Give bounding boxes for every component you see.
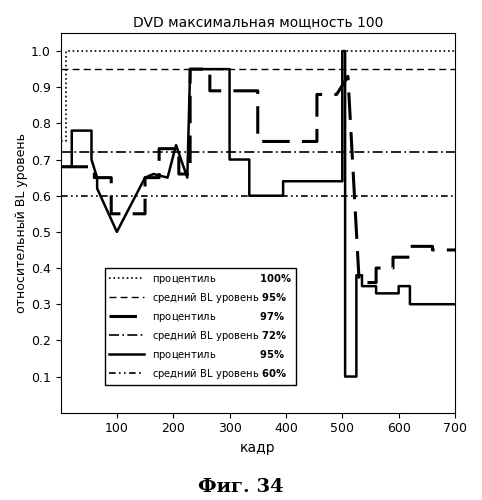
Legend: процентиль              $\mathbf{100\%}$, средний BL уровень $\mathbf{95\%}$, пр: процентиль $\mathbf{100\%}$, средний BL … [105,268,296,385]
Title: DVD максимальная мощность 100: DVD максимальная мощность 100 [133,15,383,29]
X-axis label: кадр: кадр [240,441,276,455]
Y-axis label: относительный BL уровень: относительный BL уровень [15,133,28,313]
Text: Фиг. 34: Фиг. 34 [198,478,284,496]
